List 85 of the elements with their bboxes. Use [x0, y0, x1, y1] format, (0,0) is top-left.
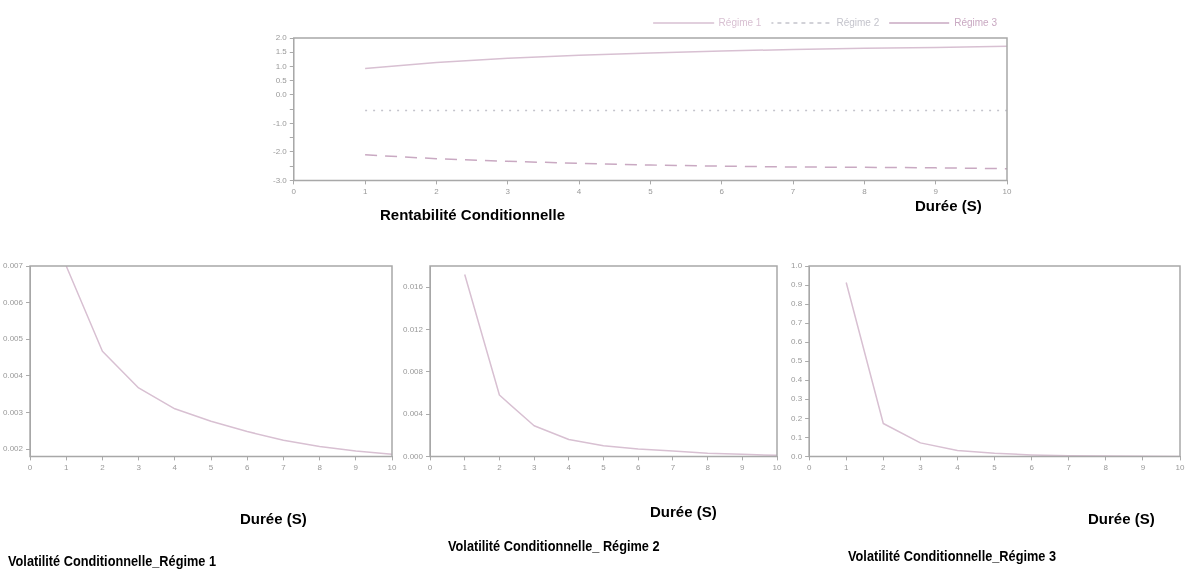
y-tick-label: 0.016 [402, 282, 424, 292]
x-tick-label: 7 [790, 187, 796, 197]
x-tick-label: 6 [1029, 463, 1035, 473]
x-tick-label: 1 [843, 463, 849, 473]
x-axis-title: Durée (S) [1088, 510, 1155, 527]
x-tick-label: 10 [772, 463, 782, 473]
x-tick-label: 5 [992, 463, 998, 473]
y-tick-label: 1.0 [791, 261, 803, 271]
x-tick-label: 8 [862, 187, 868, 197]
x-tick-label: 9 [740, 463, 746, 473]
y-tick-label: 0.2 [791, 413, 803, 423]
y-tick-label: 0.9 [791, 280, 803, 290]
y-tick-label: 0.1 [791, 432, 803, 442]
x-axis-title: Durée (S) [240, 510, 307, 527]
y-tick-label: 0.005 [2, 334, 24, 344]
y-tick-label: 0.0 [791, 451, 803, 461]
x-tick-label: 9 [353, 463, 359, 473]
y-tick-label: 0.7 [791, 318, 803, 328]
x-tick-label: 7 [670, 463, 676, 473]
text: Régime 1 [718, 16, 762, 28]
x-tick-label: 10 [1002, 187, 1012, 197]
x-tick-label: 4 [576, 187, 582, 197]
x-tick-label: 3 [505, 187, 511, 197]
x-tick-label: 8 [1103, 463, 1109, 473]
x-tick-label: 3 [531, 463, 537, 473]
y-tick-label: 0.0 [275, 90, 288, 100]
text: Régime 3 [954, 16, 998, 28]
x-tick-label: 2 [434, 187, 440, 197]
y-tick-label: 0.4 [791, 375, 803, 385]
text: Volatilité Conditionnelle_ Régime 2 [448, 537, 660, 554]
y-tick-label: 1.5 [275, 47, 288, 57]
x-tick-label: 5 [648, 187, 654, 197]
y-tick-label: 1.0 [275, 61, 288, 71]
y-tick-label: -1.0 [272, 118, 288, 128]
x-tick-label: 4 [566, 463, 572, 473]
y-tick-label: 0.006 [2, 297, 24, 307]
y-tick-label: 0.002 [2, 444, 24, 454]
line-series [364, 154, 1007, 170]
x-tick-label: 8 [317, 463, 323, 473]
y-tick-label: 0.008 [402, 366, 424, 376]
x-tick-label: 3 [136, 463, 142, 473]
x-tick-label: 4 [955, 463, 961, 473]
x-tick-label: 6 [635, 463, 641, 473]
x-tick-label: 9 [1140, 463, 1146, 473]
x-tick-label: 0 [27, 463, 33, 473]
x-tick-label: 5 [208, 463, 214, 473]
x-tick-label: 2 [100, 463, 106, 473]
x-axis-title: Durée (S) [915, 197, 982, 214]
x-tick-label: 6 [244, 463, 250, 473]
x-tick-label: 0 [427, 463, 433, 473]
y-tick-label: 0.007 [2, 261, 24, 271]
x-tick-label: 3 [918, 463, 924, 473]
x-axis-title: Durée (S) [650, 503, 717, 520]
y-tick-label: 0.004 [402, 409, 424, 419]
y-tick-label: 0.6 [791, 337, 803, 347]
x-tick-label: 9 [933, 187, 939, 197]
y-tick-label: -3.0 [272, 175, 288, 185]
x-tick-label: 2 [881, 463, 887, 473]
x-tick-label: 8 [705, 463, 711, 473]
text: Rentabilité Conditionnelle [380, 206, 566, 223]
x-tick-label: 10 [387, 463, 397, 473]
y-tick-label: 2.0 [275, 33, 288, 43]
y-tick-label: 0.003 [2, 407, 24, 417]
y-tick-label: 0.004 [2, 371, 24, 381]
x-tick-label: 0 [291, 187, 297, 197]
x-tick-label: 4 [172, 463, 178, 473]
y-tick-label: 0.012 [402, 324, 424, 334]
y-tick-label: 0.5 [791, 356, 803, 366]
y-tick-label: 0.8 [791, 299, 803, 309]
text: Volatilité Conditionnelle_Régime 1 [8, 552, 217, 569]
x-tick-label: 1 [462, 463, 468, 473]
y-tick-label: 0.5 [275, 75, 288, 85]
x-tick-label: 2 [497, 463, 503, 473]
x-tick-label: 6 [719, 187, 725, 197]
y-tick-label: 0.3 [791, 394, 803, 404]
x-tick-label: 1 [63, 463, 69, 473]
x-tick-label: 5 [601, 463, 607, 473]
x-tick-label: 1 [362, 187, 368, 197]
text: Volatilité Conditionnelle_Régime 3 [848, 547, 1057, 564]
x-tick-label: 10 [1175, 463, 1185, 473]
y-tick-label: 0.000 [402, 451, 424, 461]
x-tick-label: 7 [281, 463, 287, 473]
x-tick-label: 7 [1066, 463, 1072, 473]
y-tick-label: -2.0 [272, 147, 288, 157]
x-tick-label: 0 [806, 463, 812, 473]
